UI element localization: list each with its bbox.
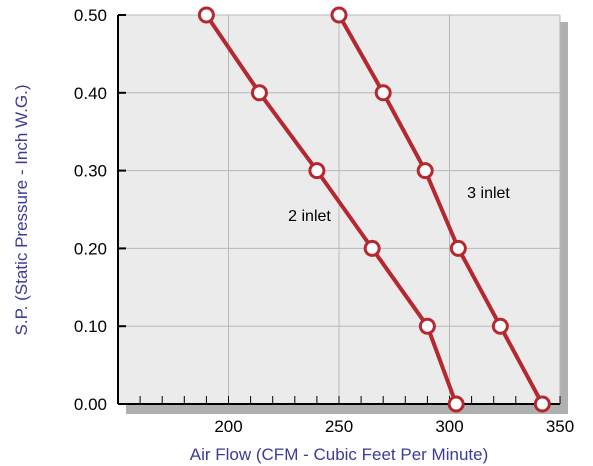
- data-point-marker: [363, 239, 381, 257]
- y-tick-label: 0.20: [74, 239, 107, 258]
- series-line-1: [204, 13, 459, 405]
- x-tick-label: 350: [546, 417, 574, 436]
- data-point-marker: [447, 395, 465, 413]
- series-label-1: 2 inlet: [288, 208, 331, 225]
- y-tick-label: 0.40: [74, 84, 107, 103]
- x-tick-label: 200: [214, 417, 242, 436]
- data-point-marker: [418, 317, 436, 335]
- y-tick-label: 0.00: [74, 395, 107, 414]
- y-tick-label: 0.30: [74, 162, 107, 181]
- x-tick-labels: 200 250 300 350: [214, 417, 574, 436]
- grid: [118, 14, 561, 404]
- y-tick-labels: 0.00 0.10 0.20 0.30 0.40 0.50: [74, 6, 107, 414]
- x-tick-label: 300: [435, 417, 463, 436]
- series-label-2: 3 inlet: [467, 185, 510, 202]
- series-labels: 2 inlet 3 inlet: [288, 185, 510, 225]
- x-tick-label: 250: [325, 417, 353, 436]
- x-axis-title: Air Flow (CFM - Cubic Feet Per Minute): [190, 445, 489, 464]
- data-point-marker: [250, 84, 268, 102]
- axes: [117, 14, 561, 405]
- data-point-marker: [416, 162, 434, 180]
- y-tick-label: 0.50: [74, 6, 107, 25]
- series-group: [197, 6, 551, 413]
- y-axis-title: S.P. (Static Pressure - Inch W.G.): [12, 85, 31, 336]
- data-point-marker: [308, 162, 326, 180]
- data-point-marker: [491, 317, 509, 335]
- data-point-marker: [449, 239, 467, 257]
- data-point-marker: [533, 395, 551, 413]
- series-line-2: [337, 14, 545, 405]
- data-point-marker: [330, 6, 348, 24]
- data-point-marker: [374, 84, 392, 102]
- data-point-marker: [197, 6, 215, 24]
- y-tick-label: 0.10: [74, 317, 107, 336]
